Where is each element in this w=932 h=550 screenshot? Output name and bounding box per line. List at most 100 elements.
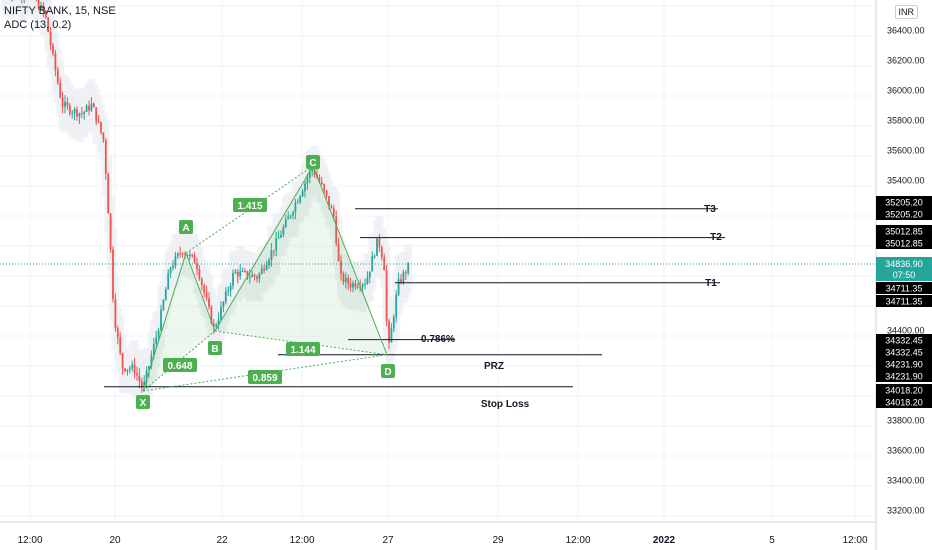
candle-body — [268, 260, 270, 266]
candle-body — [212, 323, 215, 327]
candle-body — [292, 212, 294, 216]
price-tag-bg — [876, 295, 932, 307]
currency-badge[interactable]: INR — [894, 5, 918, 19]
price-tag-bg — [876, 225, 932, 237]
candle-body — [368, 271, 371, 278]
candle — [388, 318, 390, 350]
candle-body — [275, 238, 278, 251]
candle — [164, 286, 167, 301]
candle — [244, 268, 246, 273]
candle-body — [200, 278, 203, 286]
price-tag: 35205.20 — [876, 208, 932, 220]
candle-body — [104, 140, 107, 174]
candle — [23, 0, 25, 4]
candle-body — [205, 292, 208, 299]
candle — [287, 211, 290, 220]
candle — [306, 173, 309, 191]
price-tag-text: 35012.85 — [885, 227, 923, 237]
candle — [292, 210, 294, 220]
candle — [294, 198, 297, 220]
candle — [90, 97, 93, 113]
candle-body — [361, 284, 364, 288]
candle — [21, 0, 23, 4]
y-tick-label: 36000.00 — [887, 86, 925, 96]
candle-body — [80, 113, 83, 115]
candle — [373, 254, 376, 259]
candle — [155, 330, 158, 350]
candle-body — [301, 191, 304, 197]
candle-body — [376, 238, 378, 256]
candle — [35, 0, 37, 2]
ratio-badge-1.415: 1.415 — [233, 198, 267, 212]
candle-body — [68, 105, 71, 114]
candle-body — [313, 168, 316, 175]
candle-body — [88, 105, 90, 111]
x-axis: 12:00 20 22 12:00 27 29 12:00 2022 5 12:00 — [17, 535, 867, 546]
candle-body — [280, 234, 282, 238]
y-tick-label: 35600.00 — [887, 146, 925, 156]
candle-body — [196, 263, 198, 270]
candle-body — [167, 273, 170, 290]
y-tick-label: 33600.00 — [887, 446, 925, 456]
candle — [404, 270, 407, 281]
price-tag: 34231.90 — [876, 370, 932, 382]
candle — [136, 366, 138, 381]
y-axis: 36400.00 36200.00 36000.00 35800.00 35600.00… — [887, 26, 925, 516]
candle — [114, 293, 117, 332]
candle-body — [388, 320, 390, 343]
candle — [376, 238, 378, 256]
candle-body — [253, 274, 256, 277]
candle-body — [97, 121, 100, 123]
candle-body — [112, 249, 114, 300]
candle-body — [236, 271, 239, 277]
candle-body — [395, 294, 398, 317]
candle — [85, 103, 88, 112]
candle-body — [404, 272, 407, 274]
candle — [71, 110, 74, 119]
candle — [64, 95, 66, 114]
price-tag-text: 34231.90 — [885, 372, 923, 382]
candle-body — [258, 273, 261, 279]
candle — [366, 271, 369, 285]
candle — [229, 282, 232, 297]
candle — [56, 66, 59, 85]
point-badge-text: A — [182, 223, 189, 234]
candle — [176, 251, 179, 259]
point-badge-text: X — [140, 398, 147, 409]
candle-body — [143, 382, 146, 388]
candle — [188, 251, 191, 261]
candle — [138, 368, 141, 389]
symbol-title: NIFTY BANK, 15, NSE — [4, 5, 116, 17]
price-tag-text: 34711.35 — [886, 284, 923, 294]
candle-body — [272, 250, 275, 252]
candle-body — [397, 279, 400, 295]
current-countdown-text: 07:50 — [893, 270, 916, 280]
price-tag: 34711.35 — [876, 282, 932, 294]
candle — [268, 257, 270, 269]
candle — [196, 257, 198, 276]
candle-body — [90, 103, 93, 111]
candle-body — [73, 109, 76, 114]
candle — [275, 232, 278, 257]
candle-body — [366, 277, 369, 285]
candle — [83, 110, 86, 120]
point-c: C — [306, 155, 320, 169]
candle — [347, 274, 350, 290]
candle — [198, 265, 201, 282]
candle — [128, 365, 131, 374]
candle-body — [352, 283, 354, 288]
price-tag-bg — [876, 334, 932, 346]
candle — [174, 251, 177, 269]
candle-body — [172, 265, 174, 269]
price-tag-bg — [876, 358, 932, 370]
price-tag-bg — [876, 196, 932, 208]
candle — [109, 212, 112, 253]
candle-body — [148, 366, 150, 371]
level-t1-label: T1 — [705, 278, 717, 289]
candle-body — [227, 290, 230, 292]
y-tick-label: 35800.00 — [887, 116, 925, 126]
candles — [9, 0, 410, 393]
candle-body — [407, 262, 410, 274]
candle-body — [330, 206, 333, 209]
